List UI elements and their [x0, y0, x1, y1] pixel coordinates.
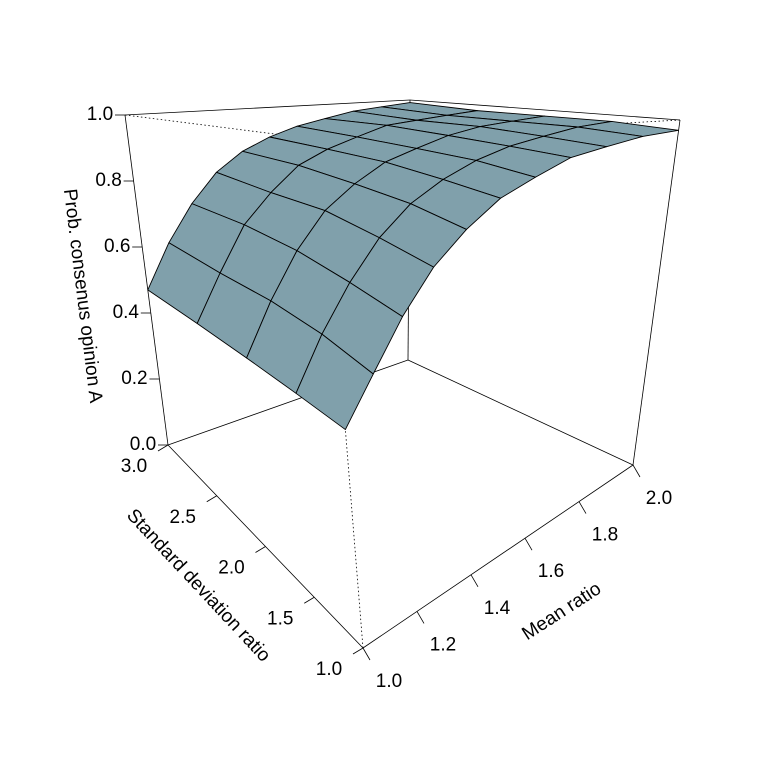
- surface: [147, 102, 680, 431]
- box-edge: [124, 99, 411, 116]
- x-tick-label: 1.0: [376, 671, 402, 692]
- x-tick-label: 1.4: [484, 598, 511, 619]
- y-tick-label: 1.0: [316, 659, 342, 680]
- x-tick: [632, 464, 641, 478]
- y-tick-label: 2.5: [170, 507, 196, 528]
- z-tick-label: 0.6: [104, 236, 130, 257]
- x-tick: [416, 611, 425, 624]
- axes: 1.0 1.2 1.4 1.6 1.8 2.0 1.0 1.5 2.0 2.5 3.00.0 0.2 0…: [87, 104, 672, 692]
- y-tick: [255, 546, 266, 553]
- z-tick-label: 0.2: [121, 368, 147, 389]
- box-edge: [407, 359, 634, 466]
- z-tick-label: 0.8: [95, 170, 121, 191]
- z-tick-label: 0.0: [130, 434, 156, 455]
- x-tick: [524, 537, 533, 551]
- box-edge: [409, 99, 681, 121]
- y-tick-label: 2.0: [218, 558, 244, 579]
- y-tick-label: 3.0: [121, 456, 147, 477]
- x-tick-label: 1.2: [430, 634, 456, 655]
- z-tick-label: 1.0: [87, 104, 113, 125]
- y-tick: [206, 495, 217, 503]
- box-edge: [124, 114, 169, 446]
- x-tick-label: 2.0: [646, 488, 672, 509]
- y-tick: [157, 444, 169, 452]
- x-tick: [362, 647, 371, 661]
- surface-cell: [295, 333, 374, 431]
- x-tick-label: 1.8: [592, 525, 618, 546]
- y-tick: [352, 647, 364, 655]
- x-tick: [578, 501, 587, 514]
- y-tick: [304, 596, 315, 604]
- x-tick-label: 1.6: [538, 561, 564, 582]
- box-edge: [632, 119, 681, 466]
- box-edge: [362, 464, 634, 649]
- y-tick-label: 1.5: [267, 608, 293, 629]
- x-tick: [470, 574, 479, 588]
- z-tick-label: 0.4: [113, 302, 140, 323]
